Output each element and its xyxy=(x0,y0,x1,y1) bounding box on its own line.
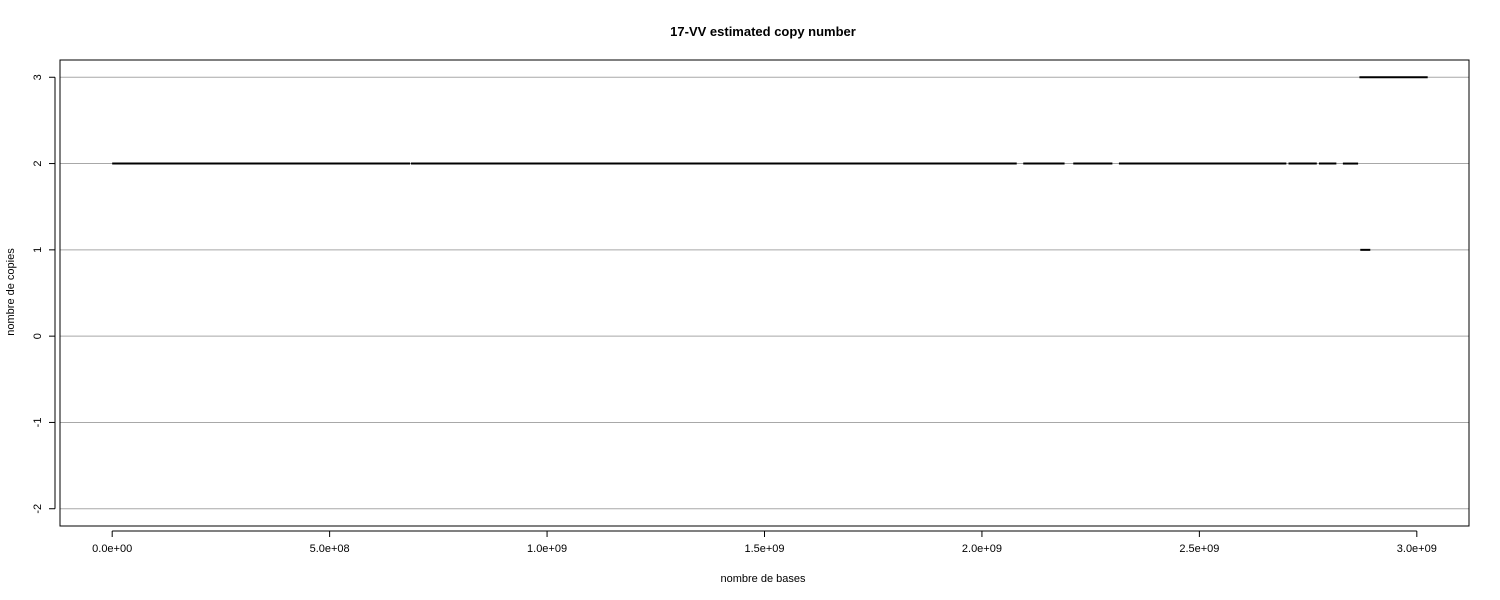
y-axis: 3 2 1 0 -1 -2 xyxy=(32,74,56,514)
x-tick-label: 2.5e+09 xyxy=(1179,543,1219,555)
y-tick-label: 2 xyxy=(32,160,44,166)
data-series xyxy=(112,76,1428,251)
x-tick-label: 0.0e+00 xyxy=(92,543,132,555)
x-axis: 0.0e+00 5.0e+08 1.0e+09 1.5e+09 2.0e+09 2.5e+… xyxy=(92,530,1437,555)
y-tick-label: 3 xyxy=(32,74,44,80)
y-tick-label: 0 xyxy=(32,333,44,339)
plot-frame xyxy=(59,59,1470,527)
chart-title: 17-VV estimated copy number xyxy=(670,24,856,39)
x-axis-label: nombre de bases xyxy=(721,573,806,585)
x-tick-label: 3.0e+09 xyxy=(1397,543,1437,555)
x-tick-label: 2.0e+09 xyxy=(962,543,1002,555)
y-tick-label: -2 xyxy=(32,504,44,514)
y-axis-label: nombre de copies xyxy=(5,248,17,336)
y-tick-label: 1 xyxy=(32,247,44,253)
x-tick-label: 5.0e+08 xyxy=(310,543,350,555)
y-tick-label: -1 xyxy=(32,418,44,428)
grid-lines xyxy=(60,76,1469,510)
x-tick-label: 1.0e+09 xyxy=(527,543,567,555)
x-tick-label: 1.5e+09 xyxy=(744,543,784,555)
